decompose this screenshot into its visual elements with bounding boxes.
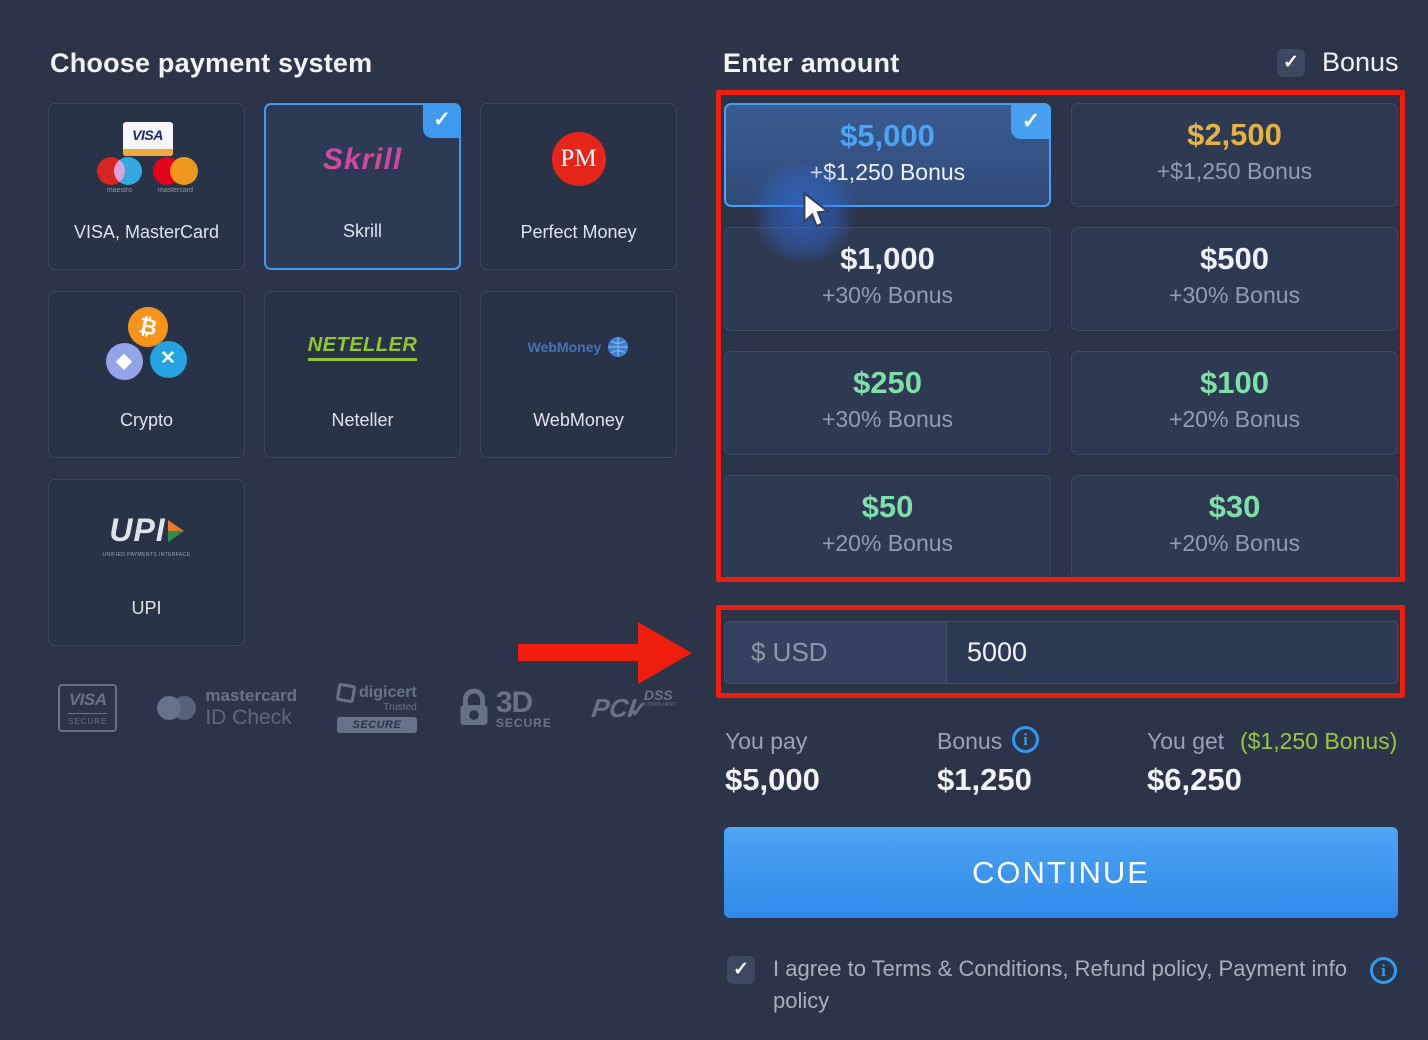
cursor-icon xyxy=(803,192,831,228)
payment-card-label: Crypto xyxy=(119,410,173,430)
agreement-checkbox[interactable] xyxy=(727,956,755,984)
amount-bonus: +20% Bonus xyxy=(821,530,954,556)
pci-dss-badge: PCI✓ DSS COMPLIANT xyxy=(589,686,676,723)
amount-value: $1,000 xyxy=(840,241,935,276)
amount-value: $2,500 xyxy=(1187,117,1282,152)
trust-badges: VISA SECURE mastercard ID Check digicert… xyxy=(58,676,698,740)
mastercard-idcheck-badge: mastercard ID Check xyxy=(157,686,297,730)
payment-system-title: Choose payment system xyxy=(50,48,373,78)
visa-icon: VISA xyxy=(122,122,173,156)
skrill-logo: Skrill xyxy=(322,143,403,176)
payment-card-label: UPI xyxy=(131,598,162,618)
amount-value: $50 xyxy=(861,489,914,524)
mastercard-circles-icon xyxy=(157,696,197,720)
amount-bonus: +20% Bonus xyxy=(1168,530,1301,556)
upi-logo: UPI UNIFIED PAYMENTS INTERFACE xyxy=(102,512,191,558)
agreement-text[interactable]: I agree to Terms & Conditions, Refund po… xyxy=(773,956,1347,1013)
amount-bonus: +$1,250 Bonus xyxy=(1156,158,1313,184)
amount-bonus: +30% Bonus xyxy=(821,406,954,432)
payment-card-skrill[interactable]: Skrill Skrill xyxy=(264,103,461,270)
amount-option-500[interactable]: $500 +30% Bonus xyxy=(1071,227,1398,331)
amount-bonus: +30% Bonus xyxy=(1168,282,1301,308)
selected-check-icon xyxy=(1011,103,1051,139)
selected-check-icon xyxy=(423,103,461,138)
payment-card-label: Skrill xyxy=(343,221,382,241)
visa-mastercard-logo: VISA maestro mastercard xyxy=(49,104,244,214)
amount-option-100[interactable]: $100 +20% Bonus xyxy=(1071,351,1398,455)
digicert-badge: digicert Trusted SECURE xyxy=(335,682,417,733)
payment-card-perfect-money[interactable]: PM Perfect Money xyxy=(480,103,677,270)
visa-secure-badge: VISA SECURE xyxy=(58,684,118,732)
amount-bonus: +30% Bonus xyxy=(821,282,954,308)
payment-card-crypto[interactable]: ₿ ◆ ✕ Crypto xyxy=(48,291,245,458)
neteller-logo: NETELLER xyxy=(307,334,418,361)
enter-amount-title: Enter amount xyxy=(723,48,900,78)
mastercard-icon: mastercard xyxy=(152,157,199,194)
bonus-info-icon[interactable]: i xyxy=(1012,726,1039,753)
payment-card-label: Neteller xyxy=(331,410,394,430)
padlock-icon xyxy=(460,688,488,725)
you-pay-value: $5,000 xyxy=(725,762,820,797)
amount-value: $5,000 xyxy=(840,118,935,153)
you-pay-label: You pay xyxy=(725,728,808,754)
annotation-arrow-head xyxy=(638,622,692,684)
amount-value: $100 xyxy=(1200,365,1269,400)
bonus-checkbox-label: Bonus xyxy=(1322,47,1399,77)
payment-card-label: VISA, MasterCard xyxy=(73,222,220,242)
3d-secure-badge: 3D SECURE xyxy=(457,686,552,730)
amount-option-50[interactable]: $50 +20% Bonus xyxy=(724,475,1051,579)
you-get-bonus-note: ($1,250 Bonus) xyxy=(1240,728,1398,754)
ethereum-icon: ◆ xyxy=(105,343,143,380)
perfect-money-icon: PM xyxy=(551,132,606,186)
amount-option-2500[interactable]: $2,500 +$1,250 Bonus xyxy=(1071,103,1398,207)
payment-card-upi[interactable]: UPI UNIFIED PAYMENTS INTERFACE UPI xyxy=(48,479,245,646)
annotation-arrow xyxy=(518,644,642,661)
bonus-checkbox[interactable] xyxy=(1277,49,1305,77)
payment-card-webmoney[interactable]: WebMoney WebMoney xyxy=(480,291,677,458)
ripple-icon: ✕ xyxy=(149,341,187,378)
amount-input[interactable] xyxy=(947,622,1397,683)
bonus-summary-label: Bonus xyxy=(937,728,1003,754)
amount-input-group: $ USD xyxy=(724,621,1398,684)
agreement-info-icon[interactable]: i xyxy=(1370,957,1397,984)
amount-bonus: +20% Bonus xyxy=(1168,406,1301,432)
currency-selector[interactable]: $ USD xyxy=(725,622,947,683)
amount-value: $500 xyxy=(1200,241,1269,276)
payment-card-label: Perfect Money xyxy=(520,222,637,242)
payment-card-label: WebMoney xyxy=(533,410,624,430)
webmoney-logo: WebMoney xyxy=(527,339,602,355)
webmoney-globe-icon xyxy=(608,337,629,357)
upi-arrow-icon xyxy=(167,519,184,542)
bonus-summary-value: $1,250 xyxy=(937,762,1032,797)
maestro-icon: maestro xyxy=(96,157,143,194)
payment-card-visa-mastercard[interactable]: VISA maestro mastercard VISA, MasterCard xyxy=(48,103,245,270)
digicert-mark-icon xyxy=(335,682,357,703)
amount-value: $250 xyxy=(853,365,922,400)
you-get-label: You get xyxy=(1147,728,1225,754)
continue-button[interactable]: CONTINUE xyxy=(724,827,1398,918)
you-get-value: $6,250 xyxy=(1147,762,1242,797)
amount-option-1000[interactable]: $1,000 +30% Bonus xyxy=(724,227,1051,331)
amount-option-250[interactable]: $250 +30% Bonus xyxy=(724,351,1051,455)
amount-option-30[interactable]: $30 +20% Bonus xyxy=(1071,475,1398,579)
payment-card-neteller[interactable]: NETELLER Neteller xyxy=(264,291,461,458)
amount-value: $30 xyxy=(1208,489,1261,524)
